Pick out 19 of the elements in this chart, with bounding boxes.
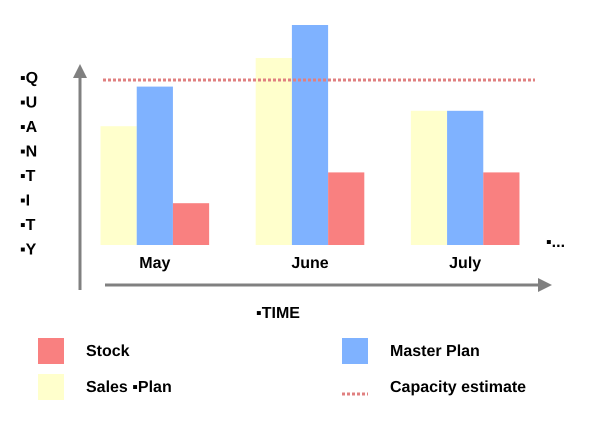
bar [292, 25, 328, 245]
legend-label: Stock [86, 343, 130, 360]
bar [136, 86, 173, 245]
bar [172, 203, 210, 245]
x-axis-title: ▪TIME [256, 305, 300, 322]
bar [100, 126, 137, 245]
x-tick-label: June [291, 255, 329, 272]
legend-label: Sales ▪Plan [86, 379, 172, 396]
bar [328, 172, 364, 245]
bar [483, 172, 520, 245]
y-axis-title: ▪Q▪U▪A▪N▪T▪I▪T▪Y [20, 70, 38, 258]
legend-label: Master Plan [390, 343, 480, 360]
legend-label: Capacity estimate [390, 379, 526, 396]
text: ▪... [546, 234, 566, 251]
x-tick-label: July [449, 255, 482, 272]
bar [410, 110, 448, 245]
x-tick-label: May [139, 255, 170, 272]
bar [256, 58, 292, 245]
bar [447, 110, 484, 245]
